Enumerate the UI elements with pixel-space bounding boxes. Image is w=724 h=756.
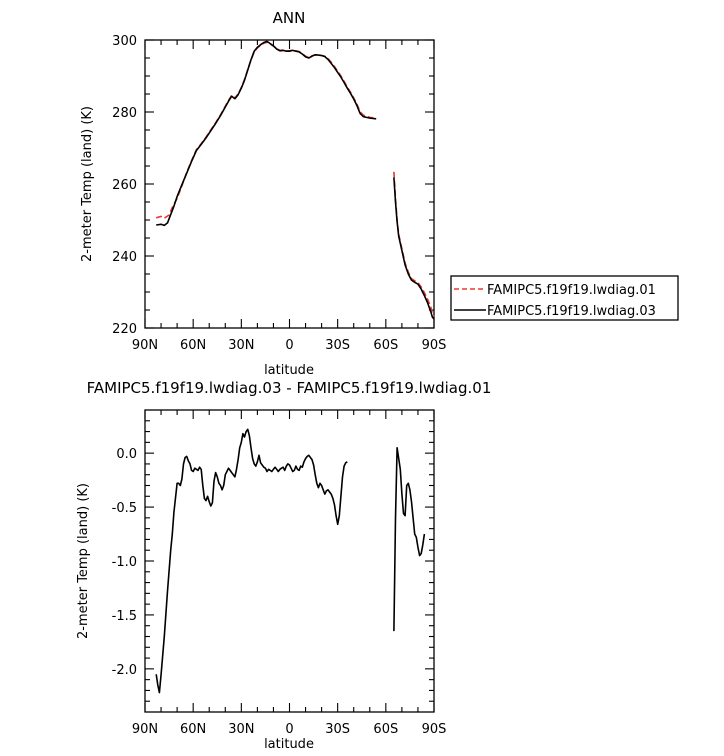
plot-frame — [144, 409, 435, 713]
series-1-line-segment-1 — [155, 428, 348, 694]
legend: FAMIPC5.f19f19.lwdiag.01 FAMIPC5.f19f19.… — [450, 275, 679, 321]
temperature-panel: ANN 90N 60N 30N 0 30S 60S 90S 220 240 260 280 300 l… — [80, 9, 679, 378]
y-tick-label: 280 — [112, 106, 137, 121]
x-tick-label: 60S — [373, 338, 398, 353]
x-tick-label: 0 — [285, 722, 293, 737]
x-axis-label: latitude — [264, 363, 314, 378]
x-tick-label: 30S — [325, 722, 350, 737]
axis-ticks — [144, 410, 435, 712]
x-tick-label: 90N — [132, 338, 158, 353]
legend-entry-series-1: FAMIPC5.f19f19.lwdiag.01 — [487, 283, 656, 298]
x-tick-label: 90S — [422, 338, 447, 353]
y-tick-label: 260 — [112, 178, 137, 193]
panel-title: FAMIPC5.f19f19.lwdiag.03 - FAMIPC5.f19f1… — [87, 379, 492, 397]
y-axis-label: 2-meter Temp (land) (K) — [80, 106, 95, 262]
tick-labels: 90N 60N 30N 0 30S 60S 90S 0.0 -0.5 -1.0 -1.5 -2.0 — [112, 447, 447, 737]
y-tick-label: 220 — [112, 322, 137, 337]
x-tick-label: 30N — [228, 722, 254, 737]
x-tick-label: 90S — [422, 722, 447, 737]
x-tick-label: 60N — [180, 338, 206, 353]
legend-entry-series-2: FAMIPC5.f19f19.lwdiag.03 — [487, 304, 656, 319]
y-axis-label: 2-meter Temp (land) (K) — [76, 483, 91, 639]
series-lines — [155, 428, 426, 694]
legend-box — [450, 275, 679, 321]
difference-panel: FAMIPC5.f19f19.lwdiag.03 - FAMIPC5.f19f1… — [76, 379, 491, 752]
tick-labels: 90N 60N 30N 0 30S 60S 90S 220 240 260 280 300 — [112, 34, 446, 353]
axis-ticks — [144, 39, 435, 329]
series-1-line-segment-1 — [155, 41, 377, 219]
x-tick-label: 90N — [132, 722, 158, 737]
x-tick-label: 0 — [285, 338, 293, 353]
y-tick-label: 240 — [112, 250, 137, 265]
y-tick-label: 300 — [112, 34, 137, 49]
panel-title: ANN — [273, 9, 306, 27]
x-tick-label: 60N — [180, 722, 206, 737]
y-tick-label: -0.5 — [112, 501, 137, 516]
y-tick-label: 0.0 — [116, 447, 137, 462]
series-1-line-segment-2 — [393, 446, 426, 632]
series-2-line-segment-2 — [393, 177, 435, 320]
y-tick-label: -1.0 — [112, 555, 137, 570]
series-lines — [155, 40, 435, 320]
x-tick-label: 30N — [228, 338, 254, 353]
y-tick-label: -1.5 — [112, 609, 137, 624]
x-tick-label: 30S — [325, 338, 350, 353]
y-tick-label: -2.0 — [112, 663, 137, 678]
x-axis-label: latitude — [264, 737, 314, 752]
series-2-line-segment-1 — [156, 40, 377, 227]
x-tick-label: 60S — [373, 722, 398, 737]
plot-frame — [144, 39, 435, 329]
